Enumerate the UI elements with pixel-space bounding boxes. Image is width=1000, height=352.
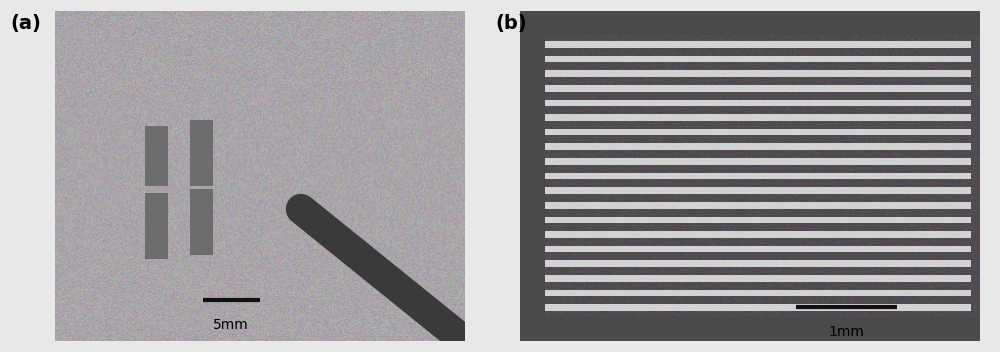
Text: 5mm: 5mm bbox=[213, 318, 249, 332]
Bar bbox=[520, 11, 980, 35]
Bar bbox=[545, 158, 971, 165]
Bar bbox=[520, 35, 545, 317]
Bar bbox=[545, 143, 971, 150]
Bar bbox=[545, 231, 971, 238]
Bar bbox=[545, 260, 971, 267]
Bar bbox=[545, 246, 971, 252]
Text: 1mm: 1mm bbox=[829, 325, 865, 339]
Bar bbox=[545, 187, 971, 194]
Bar bbox=[545, 202, 971, 209]
Bar bbox=[145, 193, 168, 259]
Bar bbox=[545, 290, 971, 296]
Bar bbox=[190, 189, 213, 256]
Bar bbox=[545, 304, 971, 311]
Bar bbox=[145, 126, 168, 186]
Bar bbox=[190, 120, 213, 186]
Bar bbox=[545, 41, 971, 48]
Bar bbox=[545, 129, 971, 136]
Text: (a): (a) bbox=[10, 14, 41, 33]
Text: (b): (b) bbox=[495, 14, 527, 33]
Bar bbox=[545, 173, 971, 179]
Bar bbox=[545, 70, 971, 77]
Bar bbox=[545, 56, 971, 62]
Bar bbox=[545, 114, 971, 121]
Bar bbox=[545, 216, 971, 223]
Bar bbox=[545, 100, 971, 106]
Bar bbox=[545, 85, 971, 92]
Bar bbox=[520, 317, 980, 341]
Bar bbox=[545, 275, 971, 282]
